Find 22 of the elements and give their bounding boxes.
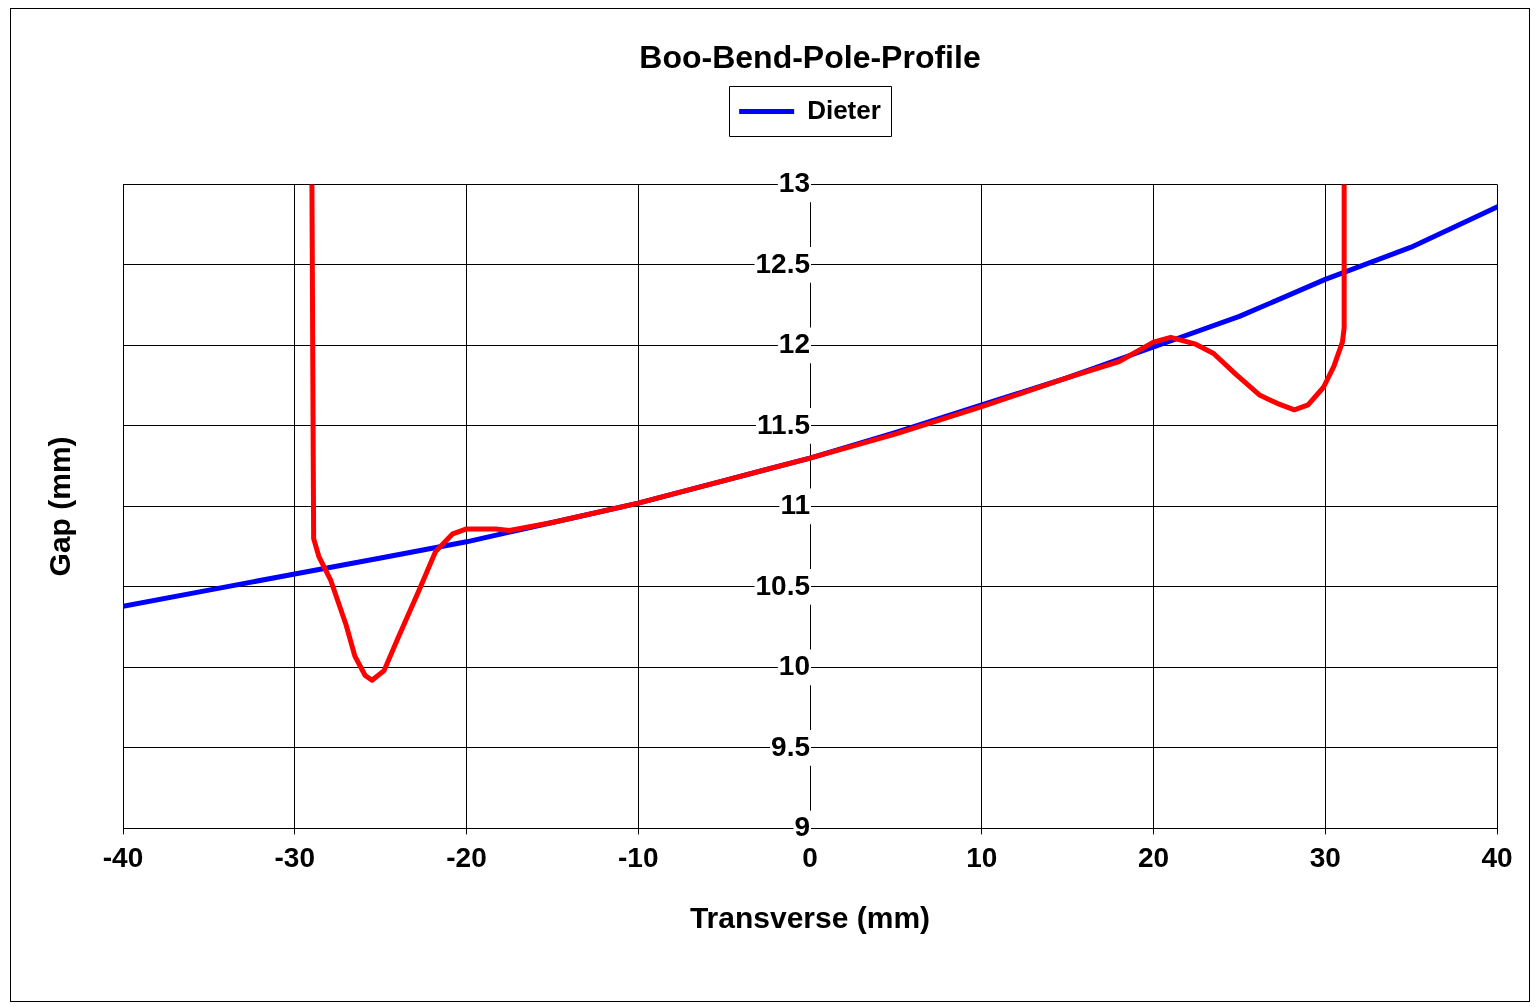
x-tick-label: -20 xyxy=(446,841,487,873)
y-tick-label: 13 xyxy=(778,167,810,199)
y-tick-label: 12.5 xyxy=(755,247,810,279)
x-tick-label: -10 xyxy=(618,841,659,873)
x-tick-label: 30 xyxy=(1309,841,1341,873)
y-tick-label: 11 xyxy=(780,489,810,521)
x-axis-title: Transverse (mm) xyxy=(689,901,931,935)
y-tick-label: 10.5 xyxy=(755,569,810,601)
x-tick-label: 40 xyxy=(1481,841,1513,873)
x-tick-label: 10 xyxy=(966,841,998,873)
y-tick-label: 12 xyxy=(778,328,810,360)
x-tick-label: 20 xyxy=(1137,841,1170,873)
x-tick-label: 0 xyxy=(802,841,818,873)
y-tick-label: 10 xyxy=(778,650,810,682)
legend-label: Dieter xyxy=(807,94,881,125)
y-tick-label: 9 xyxy=(794,811,810,843)
y-tick-label: 11.5 xyxy=(757,408,810,440)
x-tick-label: -40 xyxy=(102,841,144,873)
y-axis-title: Gap (mm) xyxy=(43,436,77,577)
chart-title: Boo-Bend-Pole-Profile xyxy=(639,39,981,76)
y-tick-label: 9.5 xyxy=(771,730,810,762)
x-tick-label: -30 xyxy=(274,841,315,873)
